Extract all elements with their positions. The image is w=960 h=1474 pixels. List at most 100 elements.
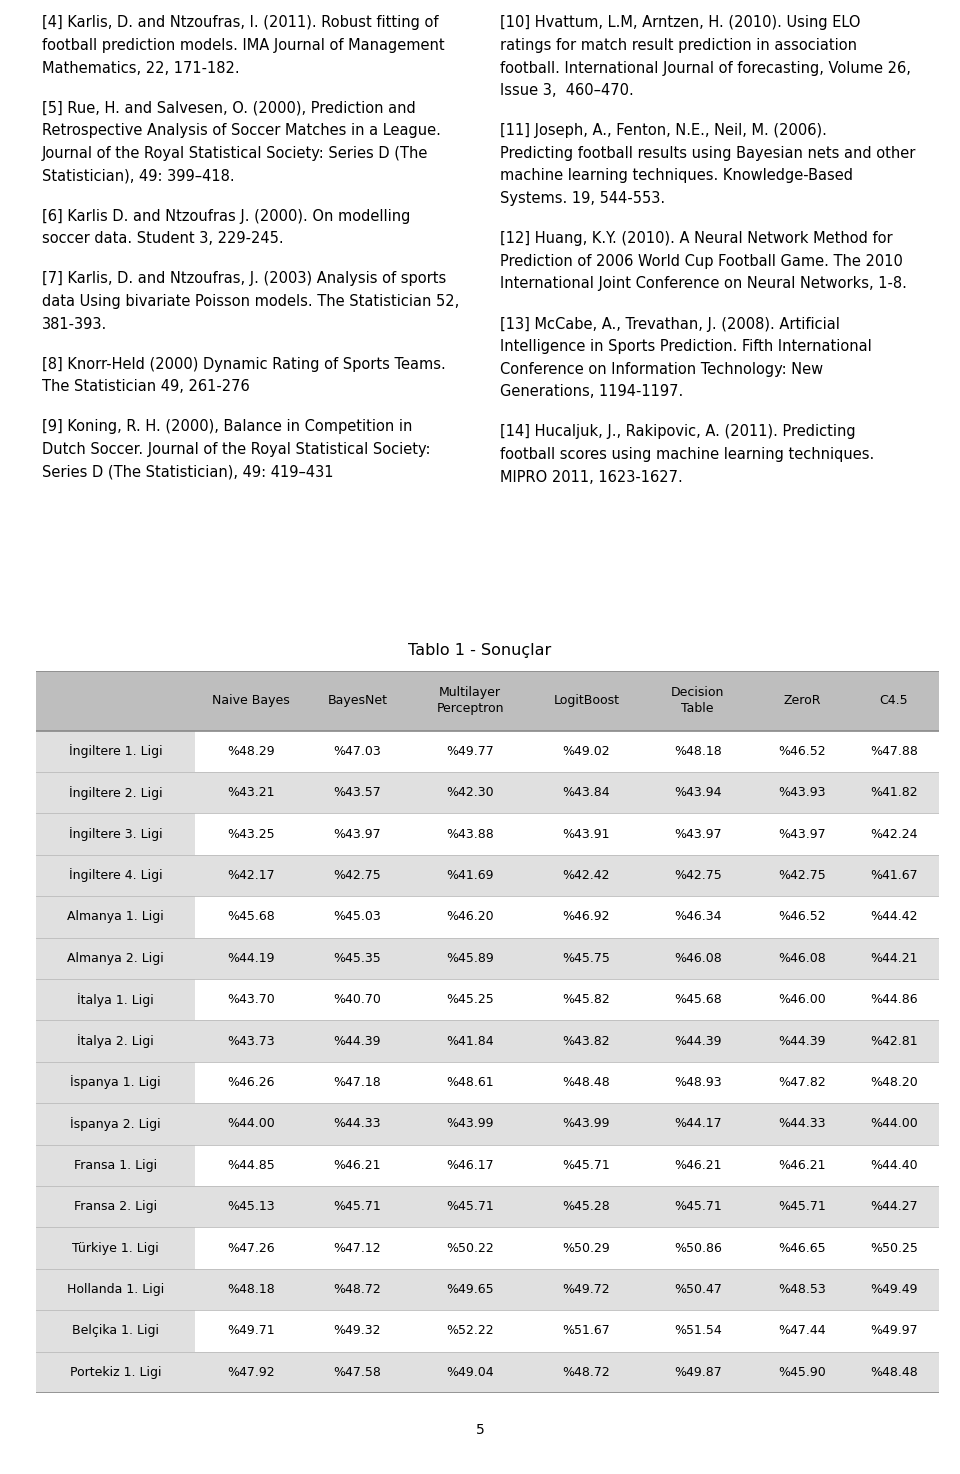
Text: %48.20: %48.20 — [870, 1076, 918, 1089]
Text: LogitBoost: LogitBoost — [554, 694, 619, 708]
Text: %46.08: %46.08 — [674, 952, 722, 965]
Text: %48.61: %48.61 — [446, 1076, 494, 1089]
Text: %44.85: %44.85 — [228, 1159, 275, 1172]
Text: %47.12: %47.12 — [333, 1241, 381, 1254]
Text: %45.71: %45.71 — [674, 1200, 722, 1213]
Bar — [36, 1187, 939, 1228]
Text: %48.18: %48.18 — [228, 1282, 275, 1296]
Text: %48.29: %48.29 — [228, 744, 275, 758]
Text: %43.21: %43.21 — [228, 786, 275, 799]
Text: %48.48: %48.48 — [870, 1366, 918, 1378]
Text: %46.92: %46.92 — [563, 911, 611, 923]
Text: Dutch Soccer. Journal of the Royal Statistical Society:: Dutch Soccer. Journal of the Royal Stati… — [42, 442, 430, 457]
Text: MIPRO 2011, 1623-1627.: MIPRO 2011, 1623-1627. — [500, 470, 683, 485]
Text: Almanya 2. Ligi: Almanya 2. Ligi — [67, 952, 164, 965]
Text: %42.24: %42.24 — [870, 827, 918, 840]
Text: %46.00: %46.00 — [779, 993, 826, 1007]
Text: %43.82: %43.82 — [563, 1035, 611, 1048]
Text: %45.71: %45.71 — [563, 1159, 611, 1172]
Bar — [36, 1103, 939, 1145]
Text: İspanya 1. Ligi: İspanya 1. Ligi — [70, 1076, 161, 1089]
Text: International Joint Conference on Neural Networks, 1-8.: International Joint Conference on Neural… — [500, 277, 907, 292]
Text: %42.30: %42.30 — [446, 786, 494, 799]
Text: %50.47: %50.47 — [674, 1282, 722, 1296]
Text: %44.39: %44.39 — [333, 1035, 381, 1048]
Text: ZeroR: ZeroR — [783, 694, 821, 708]
Text: %45.68: %45.68 — [674, 993, 722, 1007]
Text: %45.13: %45.13 — [228, 1200, 275, 1213]
Text: %42.17: %42.17 — [228, 870, 275, 881]
Text: %43.94: %43.94 — [674, 786, 722, 799]
Text: %50.29: %50.29 — [563, 1241, 611, 1254]
Text: %46.21: %46.21 — [779, 1159, 826, 1172]
Text: %41.67: %41.67 — [870, 870, 918, 881]
Bar — [36, 1145, 939, 1187]
Text: Journal of the Royal Statistical Society: Series D (The: Journal of the Royal Statistical Society… — [42, 146, 428, 161]
Text: Fransa 1. Ligi: Fransa 1. Ligi — [74, 1159, 157, 1172]
Text: %46.65: %46.65 — [779, 1241, 826, 1254]
Text: [8] Knorr-Held (2000) Dynamic Rating of Sports Teams.: [8] Knorr-Held (2000) Dynamic Rating of … — [42, 357, 445, 371]
Text: %41.82: %41.82 — [870, 786, 918, 799]
Text: Multilayer
Perceptron: Multilayer Perceptron — [437, 687, 504, 715]
Text: %43.25: %43.25 — [228, 827, 275, 840]
Text: %50.22: %50.22 — [446, 1241, 494, 1254]
Text: %44.39: %44.39 — [779, 1035, 826, 1048]
Bar — [36, 1020, 195, 1061]
Text: %47.26: %47.26 — [228, 1241, 275, 1254]
Text: Decision
Table: Decision Table — [671, 687, 725, 715]
Bar — [36, 731, 939, 772]
Text: %43.93: %43.93 — [779, 786, 826, 799]
Text: %47.92: %47.92 — [228, 1366, 275, 1378]
Text: %43.84: %43.84 — [563, 786, 611, 799]
Text: İngiltere 1. Ligi: İngiltere 1. Ligi — [69, 744, 162, 758]
Text: %46.34: %46.34 — [674, 911, 722, 923]
Text: %46.21: %46.21 — [674, 1159, 722, 1172]
Bar — [36, 1228, 939, 1269]
Text: %44.27: %44.27 — [870, 1200, 918, 1213]
Text: %44.42: %44.42 — [870, 911, 918, 923]
Text: %46.17: %46.17 — [446, 1159, 494, 1172]
Text: %44.17: %44.17 — [674, 1117, 722, 1131]
Bar — [36, 979, 939, 1020]
Text: İtalya 1. Ligi: İtalya 1. Ligi — [78, 992, 154, 1007]
Text: %46.21: %46.21 — [333, 1159, 381, 1172]
Text: Systems. 19, 544-553.: Systems. 19, 544-553. — [500, 192, 665, 206]
Text: %44.40: %44.40 — [870, 1159, 918, 1172]
Text: Issue 3,  460–470.: Issue 3, 460–470. — [500, 83, 634, 99]
Text: football prediction models. IMA Journal of Management: football prediction models. IMA Journal … — [42, 38, 444, 53]
Text: %45.75: %45.75 — [563, 952, 611, 965]
Text: [4] Karlis, D. and Ntzoufras, I. (2011). Robust fitting of: [4] Karlis, D. and Ntzoufras, I. (2011).… — [42, 15, 439, 31]
Bar — [36, 979, 195, 1020]
Text: Hollanda 1. Ligi: Hollanda 1. Ligi — [67, 1282, 164, 1296]
Text: %48.18: %48.18 — [674, 744, 722, 758]
Text: %47.82: %47.82 — [779, 1076, 826, 1089]
Text: %44.39: %44.39 — [674, 1035, 722, 1048]
Text: The Statistician 49, 261-276: The Statistician 49, 261-276 — [42, 379, 250, 394]
Text: %49.49: %49.49 — [870, 1282, 918, 1296]
Bar — [36, 855, 939, 896]
Bar — [36, 1103, 195, 1145]
Text: İngiltere 4. Ligi: İngiltere 4. Ligi — [69, 868, 162, 883]
Text: machine learning techniques. Knowledge-Based: machine learning techniques. Knowledge-B… — [500, 168, 853, 183]
Bar — [36, 1310, 195, 1352]
Text: BayesNet: BayesNet — [327, 694, 387, 708]
Text: %45.03: %45.03 — [333, 911, 381, 923]
Text: %48.53: %48.53 — [779, 1282, 826, 1296]
Text: %47.58: %47.58 — [333, 1366, 381, 1378]
Text: %46.52: %46.52 — [779, 744, 826, 758]
Text: %43.70: %43.70 — [228, 993, 275, 1007]
Text: [13] McCabe, A., Trevathan, J. (2008). Artificial: [13] McCabe, A., Trevathan, J. (2008). A… — [500, 317, 840, 332]
Text: Tablo 1 - Sonuçlar: Tablo 1 - Sonuçlar — [408, 643, 552, 659]
Text: 381-393.: 381-393. — [42, 317, 108, 332]
Text: %50.25: %50.25 — [870, 1241, 918, 1254]
Text: %48.72: %48.72 — [333, 1282, 381, 1296]
Bar — [36, 1020, 939, 1061]
Bar — [36, 1061, 939, 1103]
Text: [7] Karlis, D. and Ntzoufras, J. (2003) Analysis of sports: [7] Karlis, D. and Ntzoufras, J. (2003) … — [42, 271, 446, 286]
Bar — [36, 1061, 195, 1103]
Text: %49.72: %49.72 — [563, 1282, 611, 1296]
Text: %49.02: %49.02 — [563, 744, 611, 758]
Text: Series D (The Statistician), 49: 419–431: Series D (The Statistician), 49: 419–431 — [42, 464, 333, 479]
Text: İngiltere 2. Ligi: İngiltere 2. Ligi — [69, 786, 162, 800]
Text: %43.99: %43.99 — [446, 1117, 493, 1131]
